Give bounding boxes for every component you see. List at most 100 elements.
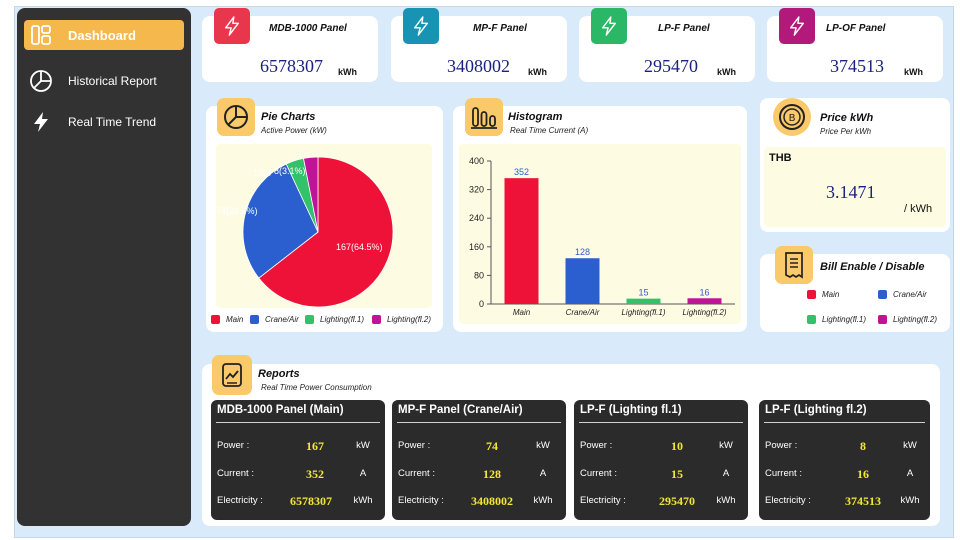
panel-unit: kWh xyxy=(338,67,357,77)
power-label: Power : xyxy=(398,440,431,451)
electricity-value: 6578307 xyxy=(290,494,332,508)
histogram-bar xyxy=(687,298,722,304)
svg-text:B: B xyxy=(789,113,796,124)
power-value: 10 xyxy=(671,439,683,453)
panel-value: 374513 xyxy=(830,56,884,76)
divider xyxy=(397,422,561,423)
histogram-area: 0 80 160 240 320 400 352 Main 128 Crane/Air 15 Ligh… xyxy=(459,144,741,324)
sidebar-item-label: Dashboard xyxy=(68,27,136,43)
current-unit: A xyxy=(539,468,547,479)
sidebar-item-dashboard[interactable]: Dashboard xyxy=(24,20,184,50)
current-label: Current : xyxy=(398,468,435,479)
panel-card-lp-of[interactable]: LP-OF Panel 374513 kWh xyxy=(767,8,943,82)
section-subtitle: Real Time Current (A) xyxy=(510,126,589,135)
price-value: 3.1471 xyxy=(826,182,876,202)
legend-label: Lighting(fl.2) xyxy=(893,315,938,324)
coin-icon: B xyxy=(773,98,811,136)
current-label: Current : xyxy=(580,468,617,479)
electricity-value: 295470 xyxy=(659,494,695,508)
lightning-icon xyxy=(403,8,439,44)
legend-label: Lighting(fl.2) xyxy=(387,315,432,324)
panel-unit: kWh xyxy=(904,67,923,77)
section-title: Pie Charts xyxy=(261,111,316,123)
power-unit: kW xyxy=(903,440,917,451)
legend-item: Crane/Air xyxy=(250,315,299,324)
y-tick-label: 160 xyxy=(469,242,484,252)
electricity-unit: kWh xyxy=(533,495,553,506)
panel-value: 6578307 xyxy=(260,56,323,76)
legend-label: Main xyxy=(226,315,244,324)
price-area: THB 3.1471 / kWh xyxy=(764,147,946,227)
current-unit: A xyxy=(906,468,914,479)
pie-data-label: 74(28.6%) xyxy=(216,206,258,216)
report-card-title: MP-F Panel (Crane/Air) xyxy=(398,404,523,416)
y-tick-label: 80 xyxy=(474,270,484,280)
electricity-label: Electricity : xyxy=(765,495,811,506)
report-card-lp-f-fl1: LP-F (Lighting fl.1) Power : 10 kW Curre… xyxy=(574,400,748,520)
sidebar-item-historical-report[interactable]: Historical Report xyxy=(24,66,184,96)
current-label: Current : xyxy=(217,468,254,479)
divider xyxy=(764,422,925,423)
bill-enable-card: Bill Enable / Disable Main Crane/Air Lig… xyxy=(760,246,950,332)
divider xyxy=(216,422,380,423)
sidebar-item-label: Historical Report xyxy=(68,74,157,88)
pie-slice xyxy=(258,156,394,308)
electricity-unit: kWh xyxy=(353,495,373,506)
legend-label: Main xyxy=(822,290,840,299)
legend-label: Crane/Air xyxy=(893,290,927,299)
lightning-icon xyxy=(779,8,815,44)
power-unit: kW xyxy=(719,440,733,451)
section-subtitle: Active Power (kW) xyxy=(261,126,327,135)
sidebar-item-label: Real Time Trend xyxy=(68,115,157,129)
x-tick-label: Main xyxy=(513,308,531,317)
bar-data-label: 352 xyxy=(514,167,529,177)
pie-chart: 167(64.5%) 74(28.6%) 10(3 8(3.1%) xyxy=(216,156,394,308)
legend-label: Lighting(fl.1) xyxy=(320,315,365,324)
lightning-icon xyxy=(591,8,627,44)
power-unit: kW xyxy=(536,440,550,451)
bill-toggle-lighting-fl2[interactable]: Lighting(fl.2) xyxy=(878,315,937,324)
bill-toggle-crane-air[interactable]: Crane/Air xyxy=(878,290,927,299)
x-tick-label: Lighting(fl.2) xyxy=(682,308,726,317)
pie-chart-area: 167(64.5%) 74(28.6%) 10(3 8(3.1%) xyxy=(216,144,432,308)
power-value: 167 xyxy=(306,439,324,453)
report-card-mp-f: MP-F Panel (Crane/Air) Power : 74 kW Cur… xyxy=(392,400,566,520)
report-card-lp-f-fl2: LP-F (Lighting fl.2) Power : 8 kW Curren… xyxy=(759,400,930,520)
legend-label: Lighting(fl.1) xyxy=(822,315,867,324)
legend-item: Lighting(fl.1) xyxy=(305,315,364,324)
legend-item: Lighting(fl.2) xyxy=(372,315,431,324)
sidebar-item-real-time-trend[interactable]: Real Time Trend xyxy=(24,107,184,137)
pie-chart-card: Pie Charts Active Power (kW) 167(64.5%) 7… xyxy=(206,98,443,332)
power-label: Power : xyxy=(217,440,250,451)
bar-data-label: 15 xyxy=(638,288,648,298)
electricity-label: Electricity : xyxy=(217,495,263,506)
current-label: Current : xyxy=(765,468,802,479)
price-card: B Price kWh Price Per kWh THB 3.1471 / k… xyxy=(760,98,950,232)
panel-title: MP-F Panel xyxy=(473,23,527,34)
current-value: 352 xyxy=(306,467,324,481)
panel-card-lp-f[interactable]: LP-F Panel 295470 kWh xyxy=(579,8,755,82)
panel-unit: kWh xyxy=(528,67,547,77)
panel-unit: kWh xyxy=(717,67,736,77)
report-card-mdb-1000: MDB-1000 Panel (Main) Power : 167 kW Cur… xyxy=(211,400,385,520)
y-tick-label: 240 xyxy=(469,213,484,223)
histogram-bar xyxy=(504,178,539,304)
panel-card-mp-f[interactable]: MP-F Panel 3408002 kWh xyxy=(391,8,567,82)
pie-slice xyxy=(303,156,319,233)
section-subtitle: Real Time Power Consumption xyxy=(261,383,372,392)
bar-chart-icon xyxy=(465,98,503,136)
sidebar: Dashboard Historical Report Real Time Tr… xyxy=(17,8,191,526)
currency-label: THB xyxy=(769,152,792,164)
pie-data-label: 10(3 xyxy=(253,168,271,178)
panel-title: MDB-1000 Panel xyxy=(269,23,347,34)
lightning-icon xyxy=(28,109,54,135)
price-unit: / kWh xyxy=(904,203,933,215)
bill-toggle-lighting-fl1[interactable]: Lighting(fl.1) xyxy=(807,315,866,324)
bill-toggle-main[interactable]: Main xyxy=(807,290,839,299)
panel-card-mdb-1000[interactable]: MDB-1000 Panel 6578307 kWh xyxy=(202,8,378,82)
current-unit: A xyxy=(722,468,730,479)
electricity-label: Electricity : xyxy=(580,495,626,506)
current-value: 15 xyxy=(671,467,683,481)
pie-chart-icon xyxy=(28,68,54,94)
histogram-chart: 0 80 160 240 320 400 352 Main 128 Crane/Air 15 Ligh… xyxy=(469,156,735,317)
